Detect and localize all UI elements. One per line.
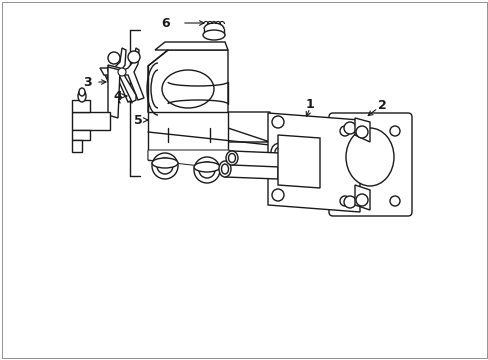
- Circle shape: [157, 158, 173, 174]
- Polygon shape: [72, 100, 90, 112]
- Circle shape: [128, 51, 140, 63]
- Polygon shape: [224, 162, 278, 179]
- Polygon shape: [148, 50, 227, 128]
- Ellipse shape: [194, 162, 220, 172]
- Polygon shape: [116, 48, 143, 100]
- Polygon shape: [231, 151, 280, 167]
- Polygon shape: [155, 42, 227, 50]
- Polygon shape: [227, 112, 269, 174]
- FancyBboxPatch shape: [328, 113, 411, 216]
- Circle shape: [266, 160, 283, 176]
- Polygon shape: [354, 185, 369, 210]
- Circle shape: [270, 143, 288, 161]
- Polygon shape: [108, 65, 136, 102]
- Ellipse shape: [221, 164, 228, 174]
- Ellipse shape: [162, 70, 214, 108]
- Ellipse shape: [346, 128, 393, 186]
- Circle shape: [271, 189, 284, 201]
- Circle shape: [199, 162, 215, 178]
- Circle shape: [389, 196, 399, 206]
- Ellipse shape: [79, 88, 85, 96]
- Polygon shape: [72, 112, 110, 130]
- Circle shape: [339, 126, 349, 136]
- Text: 3: 3: [83, 76, 92, 89]
- Circle shape: [270, 164, 279, 172]
- Circle shape: [152, 153, 178, 179]
- Polygon shape: [168, 128, 269, 142]
- Text: 1: 1: [305, 98, 314, 111]
- Ellipse shape: [203, 30, 224, 40]
- Text: 5: 5: [133, 113, 142, 126]
- Polygon shape: [100, 48, 133, 102]
- Polygon shape: [267, 113, 359, 212]
- Polygon shape: [72, 130, 90, 140]
- Circle shape: [343, 196, 355, 208]
- Text: 2: 2: [377, 99, 386, 112]
- Circle shape: [108, 52, 120, 64]
- Circle shape: [274, 147, 285, 157]
- Ellipse shape: [219, 161, 230, 177]
- Circle shape: [355, 126, 367, 138]
- Ellipse shape: [228, 153, 235, 162]
- Polygon shape: [354, 118, 369, 142]
- Text: 6: 6: [162, 17, 170, 30]
- Ellipse shape: [78, 90, 86, 102]
- Polygon shape: [148, 150, 269, 174]
- Polygon shape: [72, 140, 82, 152]
- Circle shape: [343, 122, 355, 134]
- Circle shape: [389, 126, 399, 136]
- Ellipse shape: [225, 151, 238, 165]
- Polygon shape: [269, 134, 289, 170]
- Circle shape: [194, 157, 220, 183]
- Circle shape: [339, 196, 349, 206]
- Polygon shape: [264, 154, 285, 182]
- Circle shape: [355, 194, 367, 206]
- Polygon shape: [278, 135, 319, 188]
- Circle shape: [118, 68, 126, 76]
- Polygon shape: [148, 112, 227, 160]
- Ellipse shape: [152, 158, 178, 168]
- Polygon shape: [108, 67, 120, 118]
- Circle shape: [271, 116, 284, 128]
- Text: 4: 4: [113, 90, 122, 103]
